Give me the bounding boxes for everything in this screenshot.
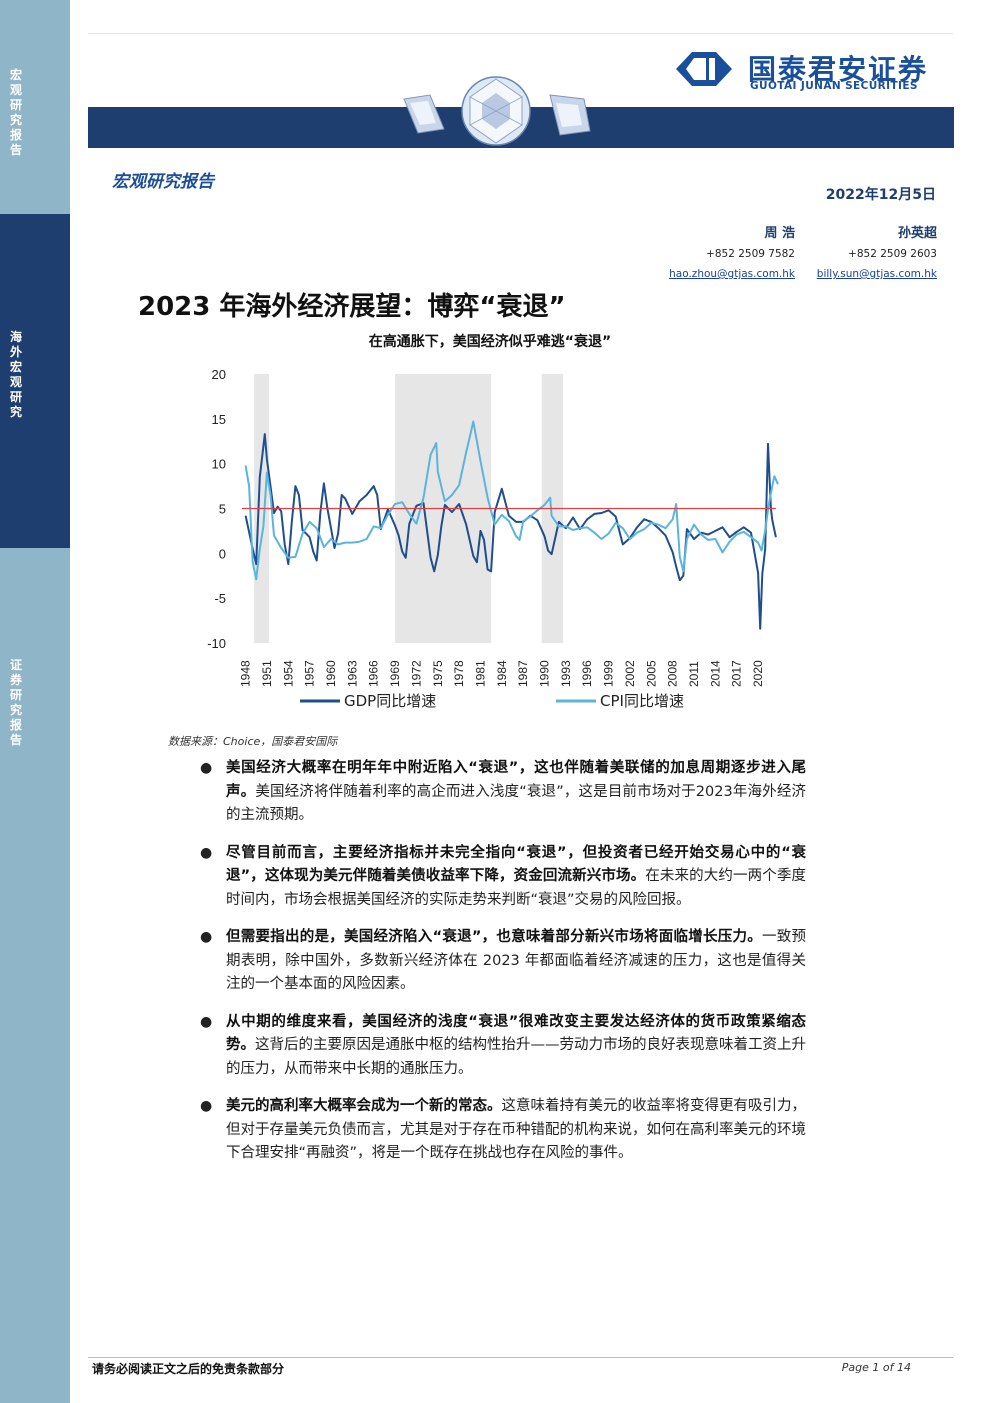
author-email-link[interactable]: hao.zhou@gtjas.com.hk: [669, 268, 795, 280]
author-phone: +852 2509 2603: [848, 248, 937, 260]
bullet-text: 美国经济将伴随着利率的高企而进入浅度“衰退”，这是目前市场对于2023年海外经济…: [226, 783, 806, 824]
x-tick-label: 1963: [345, 660, 359, 687]
bullet-text: 这意味着持有美元的收益率将变得更有吸引力，但对于存量美元负债而言，尤其是对于存在…: [226, 1098, 806, 1161]
bullet-text: 一致预期表明，除中国外，多数新兴经济体在 2023 年都面临着经济减速的压力，这…: [226, 929, 806, 992]
diamond-gems-icon: [403, 76, 591, 146]
bullet-dot-icon: ●: [200, 1013, 213, 1030]
sidebar-label-securities: 证券研究报告: [10, 658, 23, 747]
chart-source: 数据来源：Choice，国泰君安国际: [168, 735, 338, 748]
legend-label: GDP同比增速: [344, 692, 436, 710]
logo-english-text: GUOTAI JUNAN SECURITIES: [750, 80, 918, 92]
x-tick-label: 1996: [580, 660, 594, 687]
line-chart: 20 15 10 5 0 -5 -10 1948 1951 1954 1957 1960 1963 196…: [207, 367, 779, 710]
author-block: 周 浩 +852 2509 7582 hao.zhou@gtjas.com.hk: [640, 226, 795, 282]
report-type-label: 宏观研究报告: [112, 172, 214, 192]
x-tick-label: 1993: [559, 660, 573, 687]
footer-rule: [88, 1357, 953, 1358]
y-tick-label: -10: [207, 636, 226, 651]
bullet-bold-text: 尽管目前而言，主要经济指标并未完全指向“衰退”，但投资者已经开始交易心中的“衰退…: [226, 844, 806, 885]
logo-chinese-text: 国泰君安证券: [748, 53, 929, 86]
x-tick-label: 1957: [303, 660, 317, 687]
bullet-item: ● 美国经济大概率在明年年中附近陷入“衰退”，这也伴随着美联储的加息周期逐步进入尾…: [196, 757, 806, 828]
bullet-text: 在未来的大约一两个季度时间内，市场会根据美国经济的实际走势来判断“衰退”交易的风…: [226, 868, 807, 908]
sidebar-middle: 海外宏观研究: [0, 214, 70, 548]
x-tick-label: 2002: [623, 660, 637, 687]
x-tick-label: 1981: [473, 660, 487, 687]
x-tick-label: 1990: [538, 660, 552, 687]
report-date: 2022年12月5日: [825, 187, 936, 203]
x-tick-label: 1984: [495, 660, 509, 687]
series-line: [244, 420, 779, 581]
x-tick-label: 1951: [260, 660, 274, 687]
sidebar-bottom: 证券研究报告: [0, 548, 70, 1403]
y-tick-label: -5: [214, 591, 226, 606]
y-tick-label: 15: [212, 412, 226, 427]
y-tick-label: 5: [219, 502, 226, 517]
x-tick-label: 1954: [281, 660, 295, 687]
x-tick-label: 2005: [644, 660, 658, 687]
bullet-item: ● 从中期的维度来看，美国经济的浅度“衰退”很难改变主要发达经济体的货币政策紧缩态…: [196, 1011, 806, 1082]
x-tick-label: 2014: [708, 660, 722, 687]
bullet-text: 这背后的主要原因是通胀中枢的结构性抬升——劳动力市场的良好表现意味着工资上升的压…: [226, 1037, 806, 1077]
bullet-bold-text: 美国经济大概率在明年年中附近陷入“衰退”，这也伴随着美联储的加息周期逐步进入尾声…: [226, 760, 806, 800]
x-tick-label: 2011: [687, 661, 701, 687]
author-name: 周 浩: [764, 226, 795, 241]
x-tick-label: 1975: [431, 660, 445, 687]
x-tick-label: 1969: [388, 660, 402, 687]
x-tick-label: 2017: [730, 660, 744, 687]
x-tick-label: 2020: [751, 660, 765, 687]
author-name: 孙英超: [897, 226, 937, 241]
company-logo: 国泰君安证券 GUOTAI JUNAN SECURITIES: [672, 46, 962, 96]
bullet-dot-icon: ●: [200, 1098, 213, 1114]
x-tick-label: 1999: [602, 660, 616, 687]
x-tick-label: 1948: [239, 660, 253, 687]
y-tick-label: 10: [212, 457, 226, 472]
series-line: [244, 433, 777, 630]
author-block: 孙英超 +852 2509 2603 billy.sun@gtjas.com.h…: [790, 226, 937, 282]
top-rule: [88, 33, 953, 34]
bullet-bold-text: 美元的高利率大概率会成为一个新的常态。: [226, 1098, 502, 1114]
bullet-item: ● 但需要指出的是，美国经济陷入“衰退”，也意味着部分新兴市场将面临增长压力。一致…: [196, 926, 806, 997]
author-phone: +852 2509 7582: [706, 248, 795, 260]
x-tick-label: 2008: [666, 660, 680, 687]
bullet-item: ● 美元的高利率大概率会成为一个新的常态。这意味着持有美元的收益率将变得更有吸引力…: [196, 1095, 806, 1166]
x-tick-label: 1987: [516, 660, 530, 687]
y-tick-label: 0: [219, 546, 226, 561]
x-tick-label: 1972: [409, 660, 423, 687]
y-tick-label: 20: [212, 367, 226, 382]
bullet-dot-icon: ●: [200, 929, 213, 945]
footer-page-number: Page 1 of 14: [841, 1361, 911, 1374]
bullet-item: ● 尽管目前而言，主要经济指标并未完全指向“衰退”，但投资者已经开始交易心中的“衰…: [196, 842, 806, 913]
bullet-bold-text: 但需要指出的是，美国经济陷入“衰退”，也意味着部分新兴市场将面临增长压力。: [226, 929, 762, 945]
bullet-dot-icon: ●: [200, 844, 213, 861]
sidebar-top: 宏观研究报告: [0, 0, 70, 214]
legend-label: CPI同比增速: [600, 692, 684, 710]
chart-caption: 在高通胀下，美国经济似乎难逃“衰退”: [368, 334, 612, 350]
x-tick-label: 1966: [367, 660, 381, 687]
summary-bullets: ● 美国经济大概率在明年年中附近陷入“衰退”，这也伴随着美联储的加息周期逐步进入尾…: [196, 757, 806, 1180]
sidebar-label-overseas: 海外宏观研究: [10, 330, 23, 419]
bullet-dot-icon: ●: [200, 760, 213, 776]
x-tick-label: 1960: [324, 660, 338, 687]
footer-disclaimer: 请务必阅读正文之后的免责条款部分: [92, 1362, 285, 1376]
author-email-link[interactable]: billy.sun@gtjas.com.hk: [816, 268, 937, 280]
sidebar-label-macro: 宏观研究报告: [10, 68, 23, 157]
logo-mark-icon: [676, 52, 732, 86]
bullet-bold-text: 从中期的维度来看，美国经济的浅度“衰退”很难改变主要发达经济体的货币政策紧缩态势…: [226, 1013, 806, 1054]
x-tick-label: 1978: [452, 660, 466, 687]
report-title: 2023 年海外经济展望：博弈“衰退”: [138, 292, 566, 322]
